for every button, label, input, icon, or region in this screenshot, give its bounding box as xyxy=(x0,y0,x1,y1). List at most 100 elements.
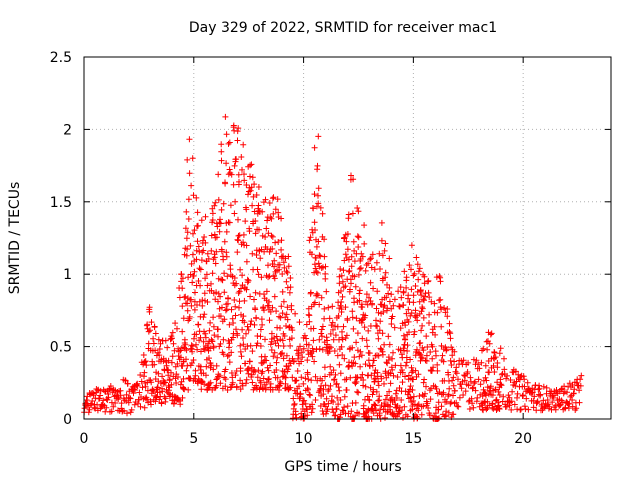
data-point xyxy=(405,306,412,313)
data-point xyxy=(295,352,302,359)
data-point xyxy=(382,269,389,276)
data-point xyxy=(316,301,323,308)
data-point xyxy=(238,154,245,160)
data-point xyxy=(227,266,234,273)
data-point xyxy=(124,410,130,417)
data-points xyxy=(81,113,585,422)
data-point xyxy=(415,407,422,414)
data-point xyxy=(321,236,328,243)
data-point xyxy=(423,383,429,390)
data-point xyxy=(331,348,338,354)
data-point xyxy=(245,277,252,284)
data-point xyxy=(391,296,398,303)
data-point xyxy=(148,379,155,386)
data-point xyxy=(447,357,454,364)
data-point xyxy=(424,344,431,350)
data-point xyxy=(311,261,318,268)
data-point xyxy=(332,412,339,419)
data-point xyxy=(184,246,191,253)
data-point xyxy=(188,182,195,189)
data-point xyxy=(198,378,205,384)
data-point xyxy=(289,374,296,381)
data-point xyxy=(418,308,425,315)
data-point xyxy=(400,302,407,308)
data-point xyxy=(416,350,423,357)
data-point xyxy=(112,400,119,406)
data-point xyxy=(219,248,225,255)
data-point xyxy=(230,181,237,188)
data-point xyxy=(225,295,231,301)
data-point xyxy=(453,370,460,377)
data-point xyxy=(226,359,233,366)
data-point xyxy=(302,375,309,382)
data-point xyxy=(190,230,196,237)
data-point xyxy=(349,314,356,321)
data-point xyxy=(268,330,275,337)
data-point xyxy=(263,225,270,232)
data-point xyxy=(293,377,300,384)
data-point xyxy=(273,333,280,340)
data-point xyxy=(431,323,438,330)
data-point xyxy=(152,398,159,405)
y-tick-label: 0.5 xyxy=(50,340,72,356)
data-point xyxy=(156,346,163,352)
data-point xyxy=(403,274,410,281)
data-point xyxy=(330,399,337,405)
data-point xyxy=(162,337,169,344)
data-point xyxy=(352,380,359,387)
data-point xyxy=(361,324,368,331)
data-point xyxy=(382,414,388,421)
data-point xyxy=(417,351,424,358)
data-point xyxy=(354,205,361,211)
data-point xyxy=(382,240,389,247)
data-point xyxy=(278,303,285,310)
data-point xyxy=(267,341,274,348)
data-point xyxy=(285,263,292,270)
data-point xyxy=(371,401,378,408)
data-point xyxy=(491,349,498,356)
data-point xyxy=(222,179,228,186)
data-point xyxy=(451,358,458,365)
data-point xyxy=(134,383,141,389)
data-point xyxy=(484,346,491,353)
data-point xyxy=(386,298,393,305)
data-point xyxy=(418,354,425,361)
data-point xyxy=(313,290,320,297)
data-point xyxy=(448,399,455,406)
y-tick-label: 2.5 xyxy=(50,50,72,66)
data-point xyxy=(276,313,283,320)
data-point xyxy=(351,273,358,280)
data-point xyxy=(395,288,402,295)
data-point xyxy=(193,341,199,348)
data-point xyxy=(141,358,148,365)
data-point xyxy=(271,334,278,341)
data-point xyxy=(351,258,358,265)
data-point xyxy=(449,377,456,384)
data-point xyxy=(438,323,445,330)
data-point xyxy=(360,402,367,409)
data-point xyxy=(185,216,192,222)
data-point xyxy=(237,348,244,355)
data-point xyxy=(335,384,342,391)
data-point xyxy=(377,345,384,352)
data-point xyxy=(410,292,417,299)
data-point xyxy=(216,372,223,379)
data-point xyxy=(240,239,247,246)
data-point xyxy=(172,363,179,370)
data-point xyxy=(283,352,290,359)
data-point xyxy=(369,405,376,412)
data-point xyxy=(207,345,214,352)
data-point xyxy=(361,222,368,229)
data-point xyxy=(137,403,144,410)
data-point xyxy=(145,328,152,335)
data-point xyxy=(269,233,276,240)
data-point xyxy=(334,323,341,330)
data-point xyxy=(446,385,453,392)
data-point xyxy=(309,205,316,211)
data-point xyxy=(438,342,445,349)
data-point xyxy=(329,319,336,326)
data-point xyxy=(342,335,349,342)
data-point xyxy=(524,379,531,386)
data-point xyxy=(175,396,182,403)
data-point xyxy=(261,248,268,255)
